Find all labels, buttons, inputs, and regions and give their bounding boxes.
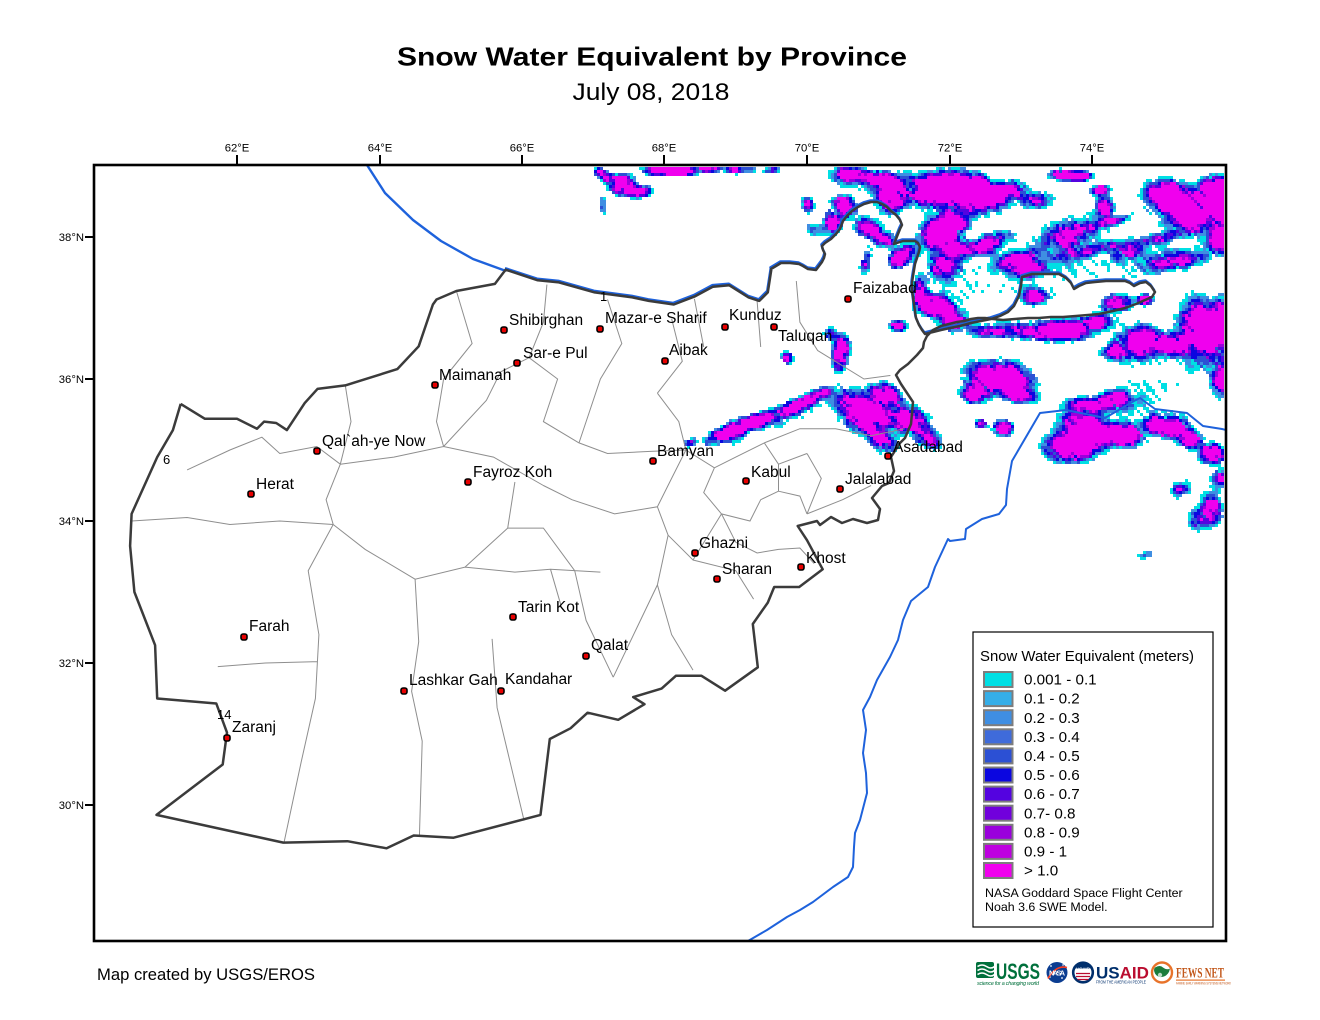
svg-text:38°N: 38°N bbox=[59, 232, 84, 244]
svg-text:64°E: 64°E bbox=[368, 143, 393, 155]
svg-text:Noah 3.6 SWE Model.: Noah 3.6 SWE Model. bbox=[985, 900, 1108, 914]
svg-text:USGS: USGS bbox=[996, 959, 1040, 984]
svg-text:Bamyan: Bamyan bbox=[657, 443, 714, 460]
svg-text:Qalat: Qalat bbox=[591, 637, 629, 654]
svg-text:Snow Water Equivalent by Provi: Snow Water Equivalent by Province bbox=[397, 42, 907, 72]
svg-text:14: 14 bbox=[217, 707, 231, 722]
svg-text:1: 1 bbox=[600, 289, 607, 304]
svg-text:0.3 - 0.4: 0.3 - 0.4 bbox=[1024, 729, 1080, 746]
svg-text:Map created by USGS/EROS: Map created by USGS/EROS bbox=[97, 965, 315, 984]
svg-text:Qal`ah-ye Now: Qal`ah-ye Now bbox=[322, 433, 426, 450]
svg-text:USAID: USAID bbox=[1076, 967, 1091, 972]
svg-text:> 1.0: > 1.0 bbox=[1024, 863, 1058, 880]
svg-text:Lashkar Gah: Lashkar Gah bbox=[409, 672, 498, 689]
svg-text:62°E: 62°E bbox=[225, 143, 250, 155]
svg-text:NASA: NASA bbox=[1049, 969, 1066, 978]
svg-text:70°E: 70°E bbox=[795, 143, 820, 155]
svg-text:Maimanah: Maimanah bbox=[439, 367, 511, 384]
svg-text:0.7- 0.8: 0.7- 0.8 bbox=[1024, 805, 1076, 822]
svg-text:Kandahar: Kandahar bbox=[505, 671, 572, 688]
svg-text:68°E: 68°E bbox=[652, 143, 677, 155]
svg-text:July 08, 2018: July 08, 2018 bbox=[573, 79, 730, 106]
svg-text:30°N: 30°N bbox=[59, 800, 84, 812]
svg-text:0.8 - 0.9: 0.8 - 0.9 bbox=[1024, 824, 1080, 841]
svg-text:NASA Goddard Space Flight Cent: NASA Goddard Space Flight Center bbox=[985, 886, 1183, 900]
svg-text:0.001 - 0.1: 0.001 - 0.1 bbox=[1024, 672, 1097, 689]
svg-text:34°N: 34°N bbox=[59, 516, 84, 528]
svg-text:FROM THE AMERICAN PEOPLE: FROM THE AMERICAN PEOPLE bbox=[1096, 980, 1146, 986]
svg-text:Jalalabad: Jalalabad bbox=[845, 471, 911, 488]
svg-text:0.2 - 0.3: 0.2 - 0.3 bbox=[1024, 710, 1080, 727]
svg-text:FEWS NET: FEWS NET bbox=[1176, 966, 1224, 982]
svg-text:Khost: Khost bbox=[806, 550, 846, 567]
svg-text:Mazar-e Sharif: Mazar-e Sharif bbox=[605, 310, 707, 327]
svg-text:36°N: 36°N bbox=[59, 374, 84, 386]
svg-text:Sharan: Sharan bbox=[722, 561, 772, 578]
svg-text:Faizabad: Faizabad bbox=[853, 280, 917, 297]
svg-text:Kunduz: Kunduz bbox=[729, 307, 782, 324]
svg-text:74°E: 74°E bbox=[1080, 143, 1105, 155]
svg-text:Snow Water Equivalent (meters): Snow Water Equivalent (meters) bbox=[980, 649, 1194, 665]
svg-text:0.1 - 0.2: 0.1 - 0.2 bbox=[1024, 691, 1080, 708]
svg-text:Kabul: Kabul bbox=[751, 464, 791, 481]
svg-text:FAMINE EARLY WARNING SYSTEMS N: FAMINE EARLY WARNING SYSTEMS NETWORK bbox=[1176, 981, 1231, 986]
svg-text:Sar-e Pul: Sar-e Pul bbox=[523, 345, 588, 362]
svg-text:USAID: USAID bbox=[1096, 964, 1149, 983]
svg-text:Tarin Kot: Tarin Kot bbox=[518, 599, 580, 616]
svg-text:0.6 - 0.7: 0.6 - 0.7 bbox=[1024, 786, 1080, 803]
svg-text:0.5 - 0.6: 0.5 - 0.6 bbox=[1024, 767, 1080, 784]
svg-text:32°N: 32°N bbox=[59, 658, 84, 670]
svg-text:Aibak: Aibak bbox=[669, 342, 708, 359]
svg-text:Asadabad: Asadabad bbox=[893, 439, 963, 456]
svg-text:72°E: 72°E bbox=[938, 143, 963, 155]
svg-text:Farah: Farah bbox=[249, 618, 290, 635]
svg-text:Taluqan: Taluqan bbox=[778, 328, 832, 345]
svg-text:science for a changing world: science for a changing world bbox=[977, 981, 1040, 987]
svg-text:Shibirghan: Shibirghan bbox=[509, 312, 583, 329]
svg-text:6: 6 bbox=[163, 452, 170, 467]
svg-text:66°E: 66°E bbox=[510, 143, 535, 155]
svg-text:Ghazni: Ghazni bbox=[699, 535, 748, 552]
svg-text:0.9 - 1: 0.9 - 1 bbox=[1024, 844, 1067, 861]
svg-text:Herat: Herat bbox=[256, 476, 295, 493]
svg-text:Fayroz Koh: Fayroz Koh bbox=[473, 464, 552, 481]
svg-text:Zaranj: Zaranj bbox=[232, 719, 276, 736]
svg-text:0.4 - 0.5: 0.4 - 0.5 bbox=[1024, 748, 1080, 765]
